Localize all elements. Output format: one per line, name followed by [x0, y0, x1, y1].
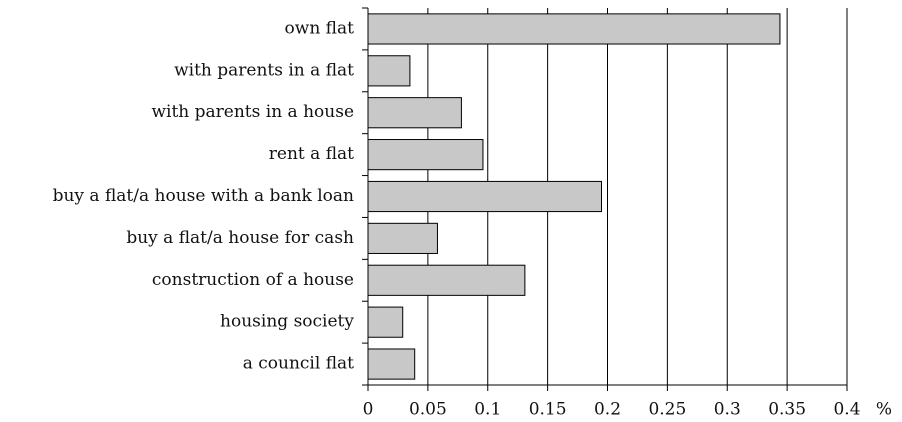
bar	[367, 222, 438, 254]
y-tick-label: buy a flat/a house for cash	[126, 228, 354, 248]
x-tick-label: 0.35	[768, 400, 806, 420]
x-tick-label: 0.25	[648, 400, 686, 420]
bar	[367, 13, 781, 45]
y-tick-label: own flat	[285, 18, 355, 38]
y-tick-label: a council flat	[243, 354, 354, 374]
y-tick-label: housing society	[220, 312, 354, 332]
bar	[367, 348, 416, 380]
x-tick-label: 0	[363, 400, 374, 420]
y-tick-label: with parents in a house	[151, 102, 354, 122]
bar	[367, 139, 484, 171]
bar	[367, 306, 404, 338]
y-tick-label: with parents in a flat	[174, 60, 354, 80]
x-tick-label: 0.15	[529, 400, 567, 420]
bar	[367, 55, 411, 87]
x-axis-label: %	[876, 400, 892, 420]
y-tick-label: buy a flat/a house with a bank loan	[53, 186, 354, 206]
x-tick-label: 0.3	[714, 400, 741, 420]
x-tick-label: 0.1	[474, 400, 501, 420]
bar	[367, 264, 526, 296]
x-tick-label: 0.05	[409, 400, 447, 420]
bar	[367, 180, 603, 213]
y-tick-label: construction of a house	[152, 270, 354, 290]
y-tick-label: rent a flat	[269, 144, 354, 164]
bar	[367, 97, 462, 129]
x-tick-label: 0.4	[833, 400, 860, 420]
x-tick-label: 0.2	[594, 400, 621, 420]
